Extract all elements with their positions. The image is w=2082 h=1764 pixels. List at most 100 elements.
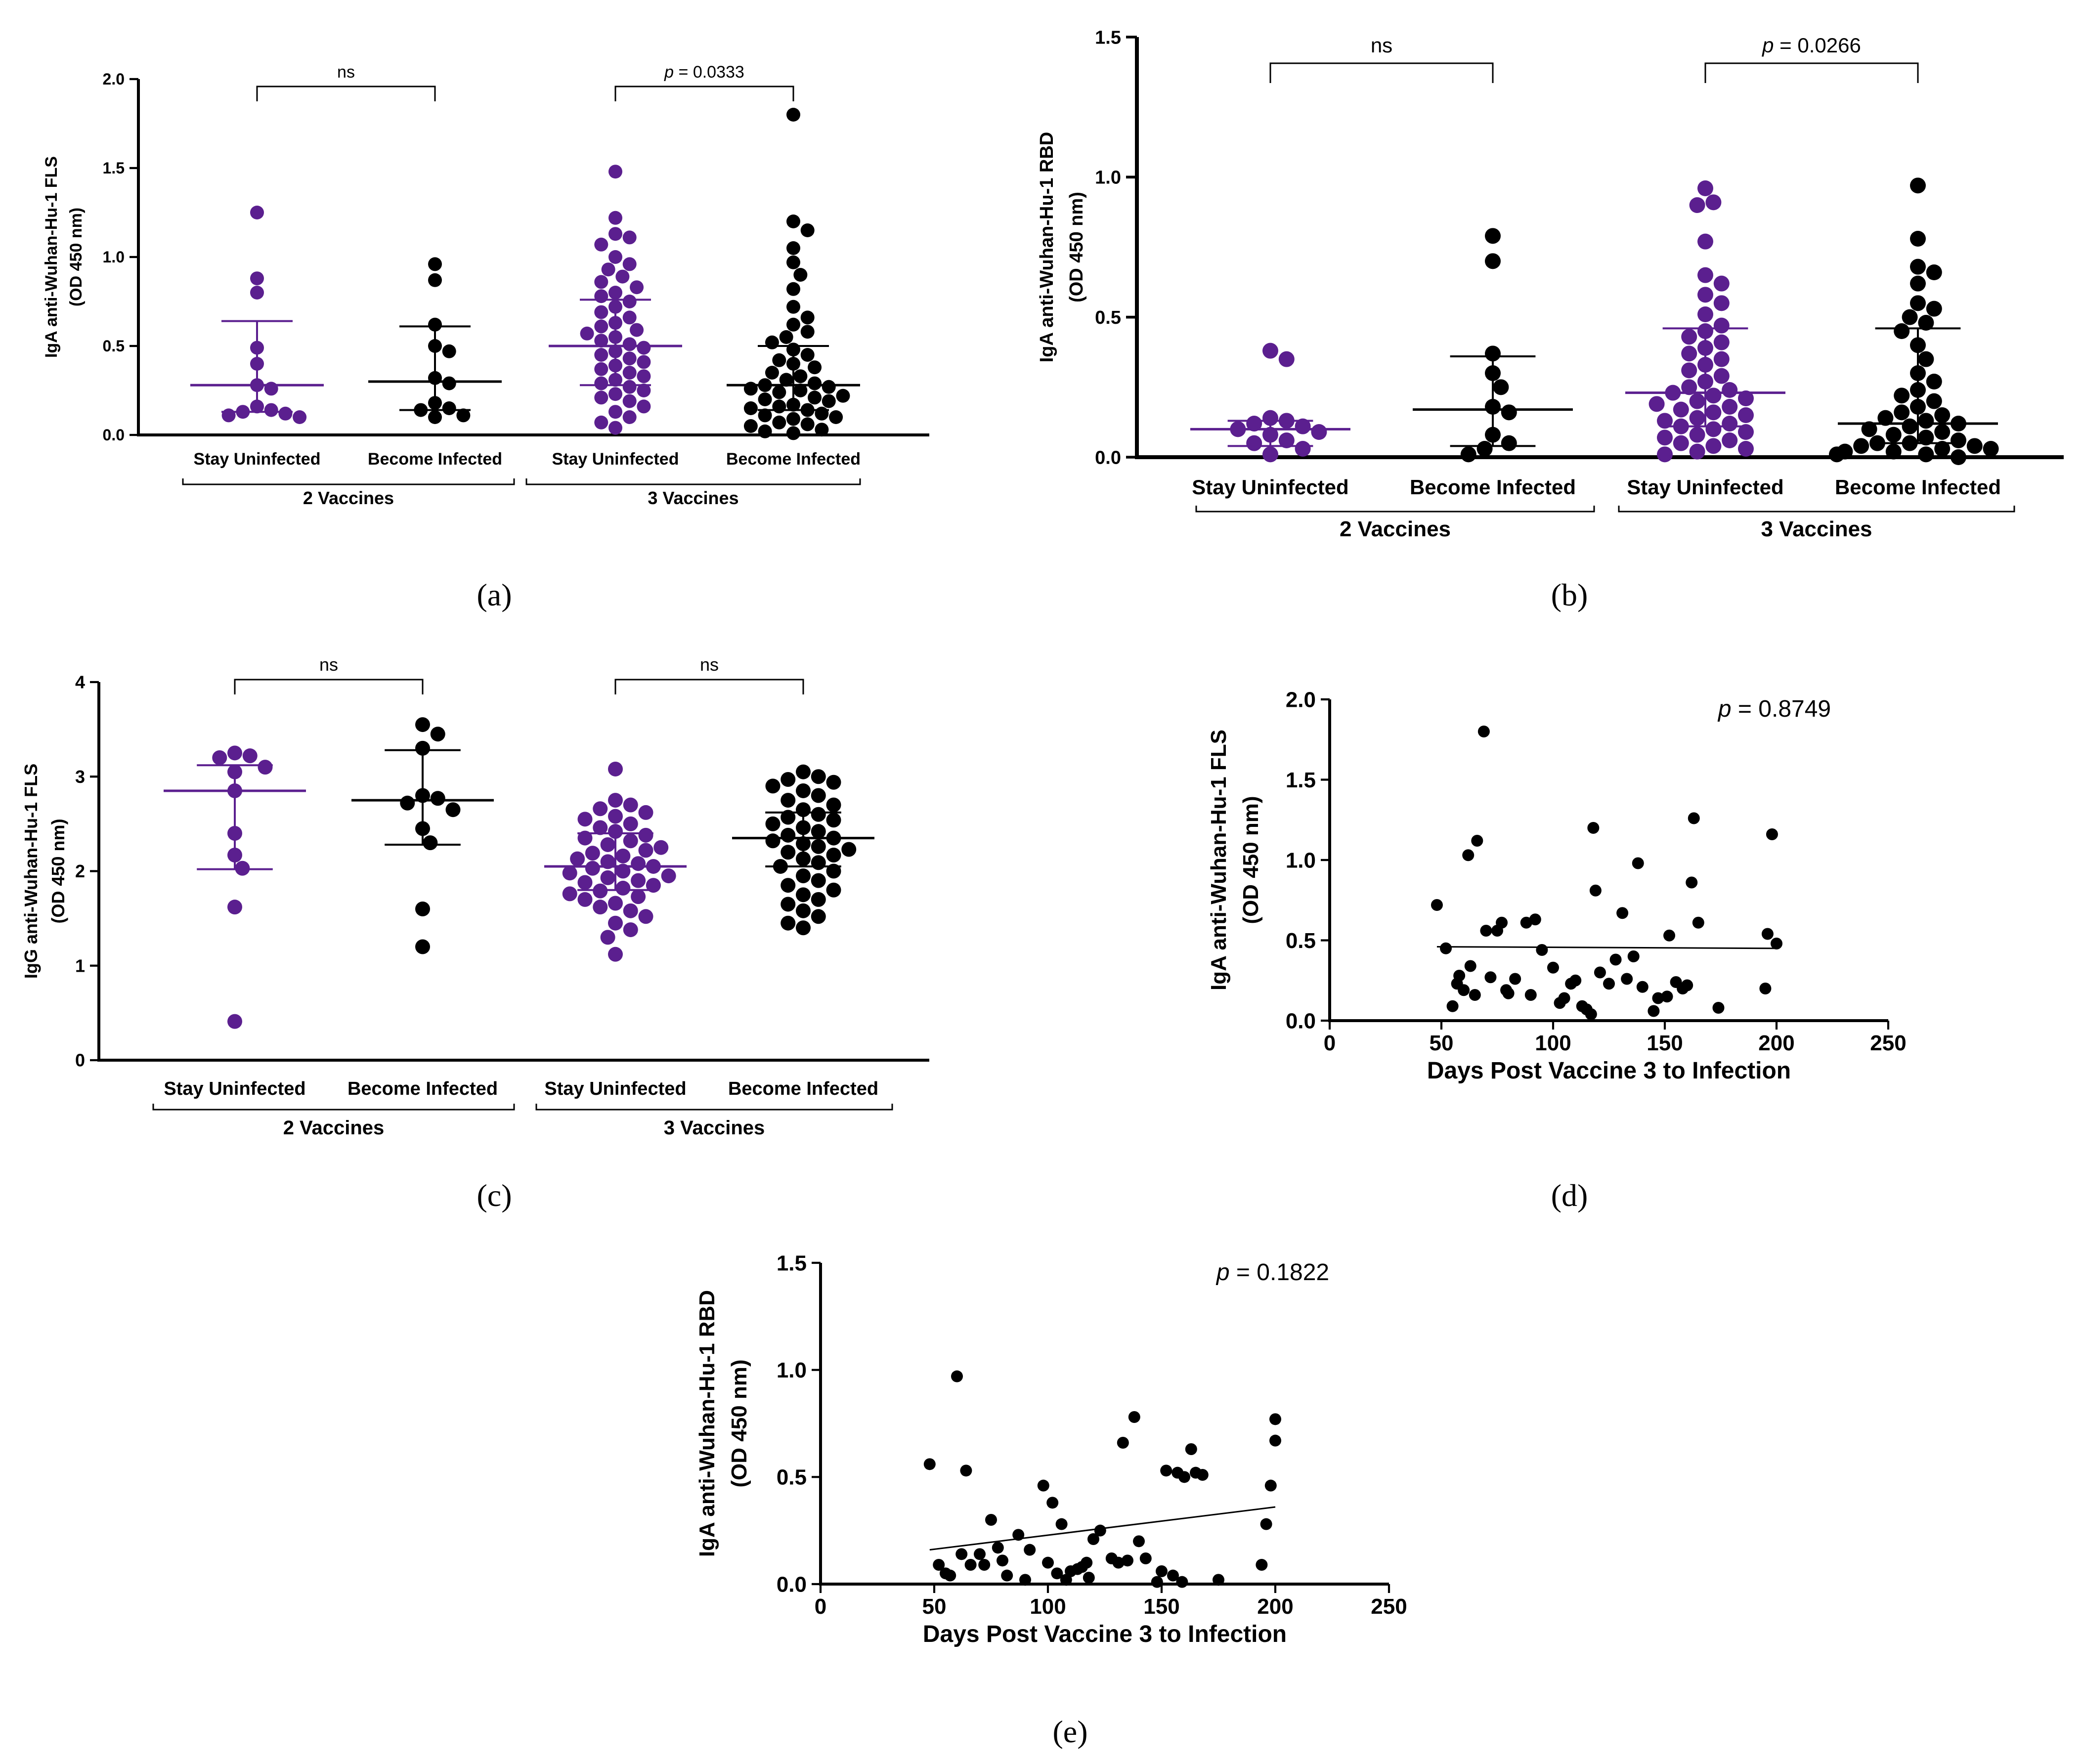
data-point	[772, 385, 786, 399]
comparison-bracket	[1269, 62, 1494, 83]
data-point	[811, 839, 826, 854]
data-point	[638, 805, 653, 820]
x-tick-label: 250	[1870, 1031, 1906, 1055]
data-point	[815, 406, 829, 421]
data-point	[1133, 1535, 1145, 1548]
panel-c: 0 1 2 3 4 IgG anti-Wuhan-Hu-1 FLS (OD 450 nm) S…	[21, 654, 929, 1213]
data-point	[1652, 992, 1664, 1004]
data-point	[577, 812, 593, 827]
category-label: Become Infected	[726, 450, 861, 469]
data-point	[415, 939, 430, 954]
data-point	[1902, 309, 1918, 325]
data-point	[212, 750, 227, 765]
panel-label: (c)	[477, 1178, 512, 1213]
data-point	[608, 405, 622, 419]
data-point	[1262, 446, 1278, 463]
data-point	[1024, 1544, 1036, 1556]
data-point	[608, 793, 623, 808]
data-point	[1722, 382, 1738, 398]
comparison-label: ns	[1371, 34, 1392, 57]
x-tick-label: 200	[1758, 1031, 1794, 1055]
x-tick-label: 100	[1535, 1031, 1571, 1055]
data-point	[1485, 253, 1501, 269]
data-point	[1766, 828, 1778, 840]
data-point	[637, 341, 651, 355]
data-point	[779, 373, 793, 387]
data-point	[974, 1548, 986, 1560]
category-label: Become Infected	[347, 1078, 498, 1099]
data-point	[445, 802, 461, 817]
data-point	[800, 325, 815, 339]
data-point	[1713, 275, 1730, 292]
data-point	[631, 873, 646, 888]
data-point	[923, 1458, 936, 1470]
data-point	[992, 1542, 1004, 1554]
data-point	[594, 305, 608, 319]
data-point	[593, 801, 608, 817]
data-point	[765, 816, 781, 831]
y-tick-label: 1.5	[103, 159, 125, 177]
data-point	[793, 268, 808, 282]
data-point	[1910, 231, 1926, 247]
data-point	[1663, 929, 1676, 942]
data-point	[608, 915, 623, 931]
data-point	[1738, 407, 1754, 423]
data-point	[1934, 424, 1951, 440]
data-point	[1042, 1556, 1054, 1569]
data-point	[623, 797, 638, 813]
data-point	[1476, 441, 1493, 457]
data-point	[608, 824, 623, 839]
y-tick-label: 1.0	[103, 248, 125, 266]
group-bracket	[1195, 506, 1595, 513]
y-tick-label: 4	[75, 672, 85, 692]
data-point	[836, 388, 850, 403]
data-point	[623, 816, 638, 831]
data-point	[608, 165, 622, 179]
data-point	[1681, 362, 1697, 379]
data-point	[1713, 334, 1730, 350]
data-point	[1894, 323, 1910, 339]
data-point	[1524, 989, 1537, 1001]
data-point	[1603, 978, 1615, 990]
y-axis-label: IgA anti-Wuhan-Hu-1 RBD	[1037, 132, 1057, 363]
data-point	[800, 348, 815, 362]
group-bracket	[182, 478, 515, 485]
data-point	[808, 390, 822, 405]
data-point	[1681, 329, 1697, 345]
data-point	[661, 868, 676, 884]
data-point	[1520, 916, 1532, 929]
data-point	[1688, 812, 1700, 824]
y-tick-label: 0.0	[1286, 1009, 1316, 1033]
data-point	[1246, 435, 1262, 451]
y-tick-label: 0.5	[1095, 307, 1121, 328]
data-point	[638, 909, 653, 924]
data-point	[608, 421, 622, 435]
data-point	[1894, 404, 1910, 421]
data-point	[1609, 953, 1622, 966]
data-point	[1480, 925, 1492, 937]
data-point	[1697, 233, 1713, 250]
data-point	[1910, 177, 1926, 194]
data-point	[786, 300, 800, 314]
data-point	[630, 280, 644, 295]
data-point	[608, 227, 622, 241]
data-point	[1689, 427, 1705, 443]
data-point	[1185, 1443, 1197, 1455]
data-point	[1926, 374, 1942, 389]
data-point	[1926, 301, 1942, 317]
group-label: 2 Vaccines	[1340, 517, 1451, 541]
data-point	[608, 761, 623, 776]
group-label: 2 Vaccines	[303, 488, 394, 508]
data-point	[428, 410, 442, 424]
data-point	[781, 897, 796, 912]
data-point	[1713, 317, 1730, 334]
y-tick-label: 2.0	[1286, 688, 1316, 712]
data-point	[615, 880, 631, 896]
data-point	[1705, 438, 1722, 454]
y-tick-label: 1.0	[1095, 168, 1121, 188]
data-point	[1686, 876, 1698, 889]
panel-label: (a)	[477, 577, 512, 612]
y-tick-label: 0	[75, 1050, 85, 1071]
panel-e: 0.0 0.5 1.0 1.5 IgA anti-Wuhan-Hu-1 RBD (OD 4…	[695, 1251, 1407, 1749]
data-point	[1160, 1464, 1172, 1477]
